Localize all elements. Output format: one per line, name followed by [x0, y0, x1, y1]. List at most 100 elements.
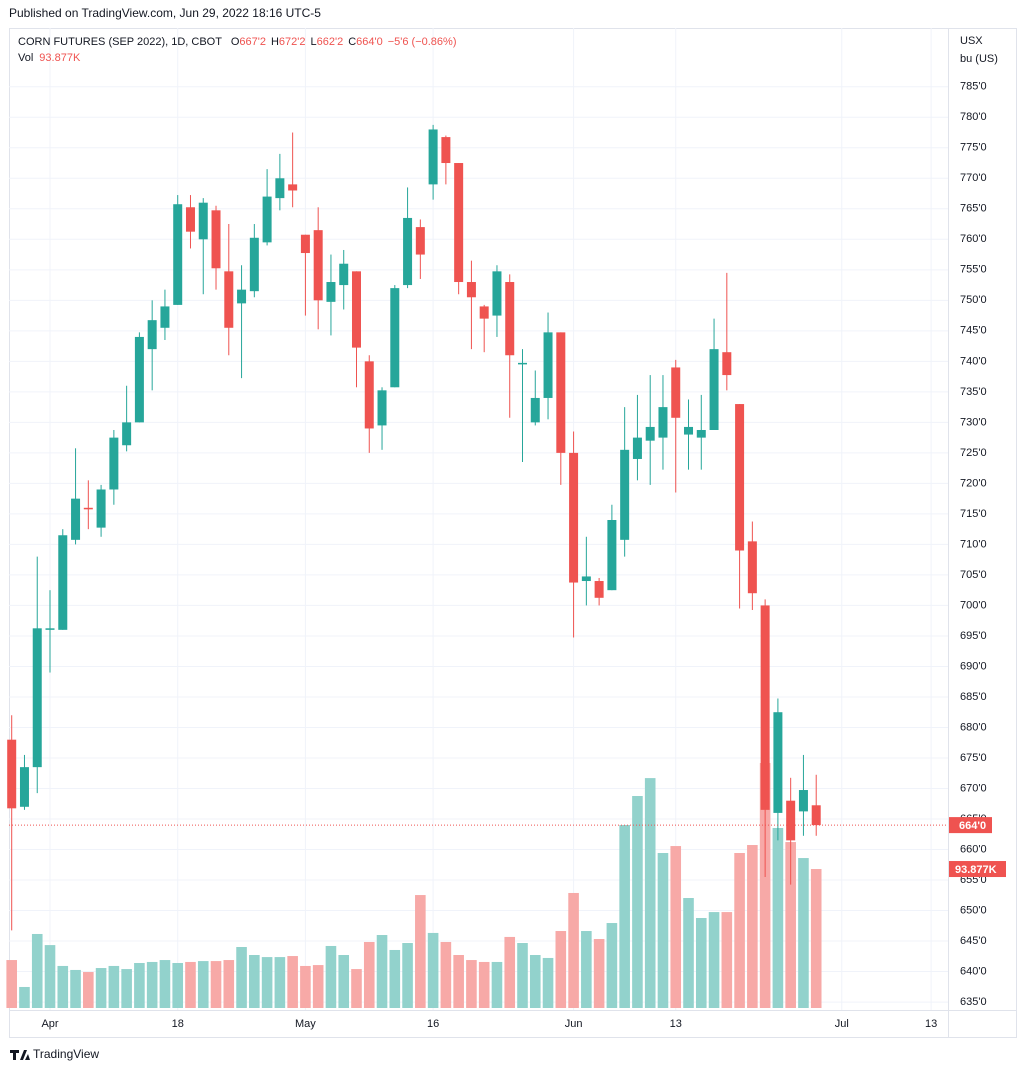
candle-body: [351, 271, 361, 348]
footer-logo: [10, 1050, 30, 1060]
y-tick-label: 755'0: [960, 264, 987, 276]
y-tick-label: 670'0: [960, 782, 987, 794]
candle-body: [211, 210, 221, 269]
volume-bar: [159, 960, 171, 1008]
footer-text: TradingView: [33, 1047, 99, 1061]
candle-body: [71, 498, 81, 540]
candle-body: [479, 306, 489, 319]
change: −5'6 (−0.86%): [388, 36, 457, 48]
y-tick-label: 785'0: [960, 81, 987, 93]
ohlc-key: L: [311, 36, 317, 48]
volume-bar: [568, 892, 579, 1008]
x-tick-label: Apr: [41, 1018, 58, 1030]
candle-body: [109, 437, 119, 490]
volume-bar: [529, 955, 541, 1008]
candle-body: [313, 230, 323, 301]
ohlc-key: C: [348, 36, 356, 48]
candle-body: [83, 507, 93, 510]
volume-bar: [810, 869, 822, 1008]
volume-bar: [657, 853, 669, 1008]
candle-body: [747, 541, 757, 594]
ohlc-key: O: [231, 36, 240, 48]
volume-bar: [261, 957, 273, 1008]
volume-bar: [287, 956, 298, 1008]
candle-body: [390, 288, 400, 388]
x-tick-label: 16: [427, 1018, 439, 1030]
ohlc-value: 662'2: [317, 36, 344, 48]
volume-bar: [351, 969, 362, 1008]
candle-body: [96, 489, 106, 528]
volume-bar: [197, 961, 209, 1008]
volume-bar: [185, 961, 196, 1008]
volume-bar: [44, 945, 56, 1008]
candle-body: [760, 605, 770, 810]
candle-body: [607, 520, 617, 591]
ohlc: O667'2 H672'2 L662'2 C664'0 −5'6 (−0.86%): [231, 36, 457, 48]
candle-body: [696, 429, 706, 438]
volume-bar: [172, 962, 184, 1008]
volume-bar: [363, 941, 375, 1008]
candle-body: [658, 407, 668, 438]
x-tick-label: 18: [172, 1018, 184, 1030]
volume-bar: [747, 845, 758, 1008]
published-note: Published on TradingView.com, Jun 29, 20…: [9, 6, 321, 20]
candle-body: [185, 207, 195, 232]
candle-body: [173, 204, 183, 305]
volume-bar: [376, 935, 388, 1008]
candle-body: [505, 282, 515, 356]
volume-bar: [146, 961, 158, 1008]
y-tick-label: 650'0: [960, 904, 987, 916]
candle-body: [58, 535, 68, 630]
ohlc-value: 672'2: [279, 36, 306, 48]
y-tick-label: 680'0: [960, 721, 987, 733]
volume-bar: [108, 965, 120, 1008]
candle-body: [160, 306, 170, 328]
unit: bu (US): [960, 53, 998, 65]
candle-body: [45, 628, 55, 630]
y-tick-label: 715'0: [960, 508, 987, 520]
y-tick-label: 725'0: [960, 447, 987, 459]
y-tick-label: 635'0: [960, 996, 987, 1008]
candle-body: [198, 202, 208, 240]
currency: USX: [960, 35, 983, 47]
volume-layer: [6, 763, 822, 1008]
candle-body: [428, 129, 438, 185]
volume-bar: [798, 858, 809, 1008]
y-tick-label: 780'0: [960, 111, 987, 123]
volume-bar: [466, 960, 477, 1008]
candle-body: [632, 437, 642, 459]
candle-body: [377, 390, 387, 426]
candle-body: [403, 217, 413, 286]
volume-bar: [312, 965, 324, 1008]
legend-line: CORN FUTURES (SEP 2022), 1D, CBOT O667'2…: [18, 36, 457, 48]
candle-body: [773, 712, 783, 813]
candle-body: [415, 227, 425, 255]
chart-frame: [9, 28, 1017, 1038]
volume-bar: [389, 949, 401, 1008]
y-tick-label: 730'0: [960, 416, 987, 428]
volume-bar: [6, 960, 18, 1008]
candle-body: [811, 805, 821, 826]
volume-bar: [785, 842, 796, 1008]
y-tick-label: 660'0: [960, 843, 987, 855]
candle-body: [339, 263, 349, 286]
y-tick-label: 675'0: [960, 752, 987, 764]
volume-bar: [734, 853, 745, 1008]
ohlc-value: 664'0: [356, 36, 383, 48]
y-tick-label: 685'0: [960, 691, 987, 703]
candle-body: [518, 362, 527, 365]
candle-layer: [7, 124, 948, 931]
volume-last: 93.877K: [39, 52, 81, 64]
volume-bar: [491, 961, 503, 1008]
last-price-box: [949, 817, 992, 834]
x-tick-label: 13: [925, 1018, 937, 1030]
candle-body: [300, 234, 310, 254]
volume-bar: [695, 917, 707, 1008]
candle-body: [645, 426, 655, 441]
volume-bar: [223, 960, 235, 1008]
ohlc-value: 667'2: [239, 36, 266, 48]
last-price-label: 664'0: [959, 820, 986, 832]
volume-name: Vol: [18, 52, 33, 64]
grid: [9, 28, 948, 1010]
candle-body: [364, 361, 374, 429]
